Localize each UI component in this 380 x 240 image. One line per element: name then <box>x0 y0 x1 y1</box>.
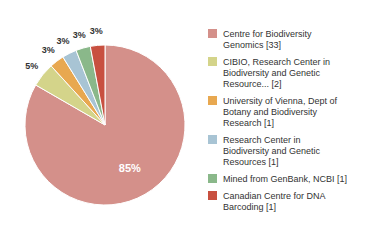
data-label: 5% <box>25 61 38 71</box>
legend-swatch <box>208 135 217 144</box>
pie <box>25 45 185 205</box>
data-label: 3% <box>42 45 55 55</box>
legend-item: University of Vienna, Dept ofBotany and … <box>208 96 337 128</box>
legend-label: Canadian Centre for DNABarcoding [1] <box>223 191 326 212</box>
legend-label-line: Botany and Biodiversity <box>223 107 318 117</box>
legend-label-line: Resource... [2] <box>223 79 282 89</box>
legend-item: Mined from GenBank, NCBI [1] <box>208 174 347 184</box>
legend-label-line: Centre for Biodiversity <box>223 29 312 39</box>
data-label: 3% <box>73 30 86 40</box>
chart-svg: 85%5%3%3%3%3%Centre for BiodiversityGeno… <box>0 0 380 240</box>
data-label: 3% <box>90 26 103 36</box>
legend-item: Research Center inBiodiversity and Genet… <box>208 135 321 167</box>
legend-label-line: Mined from GenBank, NCBI [1] <box>223 174 347 184</box>
legend-label-line: Research Center in <box>223 135 301 145</box>
legend-item: CIBIO, Research Center inBiodiversity an… <box>208 57 330 89</box>
legend-label-line: Research [1] <box>223 118 274 128</box>
chart-container: 85%5%3%3%3%3%Centre for BiodiversityGeno… <box>0 0 380 240</box>
legend-item: Centre for BiodiversityGenomics [33] <box>208 29 312 50</box>
legend-label-line: Biodiversity and Genetic <box>223 68 321 78</box>
legend-swatch <box>208 57 217 66</box>
legend-swatch <box>208 191 217 200</box>
legend-label-line: Biodiversity and Genetic <box>223 146 321 156</box>
data-label: 85% <box>119 162 141 174</box>
legend-swatch <box>208 174 217 183</box>
legend-label: University of Vienna, Dept ofBotany and … <box>223 96 337 128</box>
legend-label-line: Resources [1] <box>223 157 279 167</box>
legend-label-line: Genomics [33] <box>223 40 281 50</box>
data-labels: 85%5%3%3%3%3% <box>25 26 141 174</box>
pie-slice <box>25 45 185 205</box>
legend-item: Canadian Centre for DNABarcoding [1] <box>208 191 326 212</box>
legend-label: Research Center inBiodiversity and Genet… <box>223 135 321 167</box>
legend-label-line: University of Vienna, Dept of <box>223 96 337 106</box>
data-label: 3% <box>57 36 70 46</box>
legend-label: Mined from GenBank, NCBI [1] <box>223 174 347 184</box>
legend-swatch <box>208 96 217 105</box>
legend-label-line: CIBIO, Research Center in <box>223 57 330 67</box>
legend-label: CIBIO, Research Center inBiodiversity an… <box>223 57 330 89</box>
legend: Centre for BiodiversityGenomics [33] CIBI… <box>208 29 347 212</box>
pie-slice <box>90 45 105 125</box>
legend-label-line: Canadian Centre for DNA <box>223 191 326 201</box>
legend-label: Centre for BiodiversityGenomics [33] <box>223 29 312 50</box>
legend-label-line: Barcoding [1] <box>223 202 276 212</box>
legend-swatch <box>208 29 217 38</box>
